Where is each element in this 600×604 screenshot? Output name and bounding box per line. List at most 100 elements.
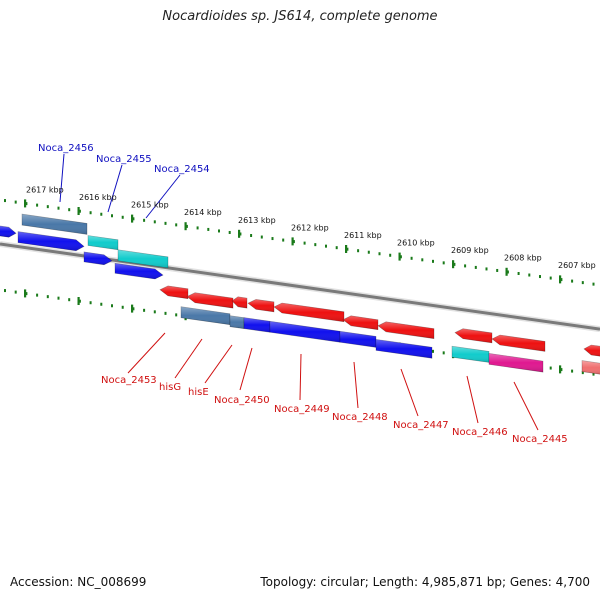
scale-dot [314,243,317,247]
scale-dot [132,307,135,311]
gene-arrow-shade [489,353,543,373]
scale-dot [549,366,552,370]
leader-line-bottom [204,344,233,384]
scale-label: 2610 kbp [397,238,435,247]
map-title: Nocardioides sp. JS614, complete genome [162,9,438,24]
scale-major-tick [345,244,348,253]
gene-arrow-shade [115,263,163,279]
scale-dot [57,296,60,300]
gene-label-bottom: Noca_2448 [332,412,388,423]
scale-dot [292,240,295,244]
gene-red-7 [377,321,435,339]
scale-major-tick [559,365,562,374]
gene-label-top: Noca_2454 [154,164,210,175]
scale-label: 2611 kbp [344,231,382,240]
gene-label-bottom: Noca_2447 [393,420,449,431]
gene-arrow-shade [232,296,247,309]
scale-dot [357,249,360,253]
scale-dot [57,206,60,210]
gene-top-5 [17,231,85,252]
scale-dot [581,281,584,285]
scale-dot [121,305,124,309]
scale-dot [196,226,199,230]
scale-dot [421,258,424,262]
genome-summary-text: Topology: circular; Length: 4,985,871 bp… [260,575,590,589]
scale-major-tick [24,289,27,298]
scale-dot [89,211,92,215]
leader-line-top [59,153,65,203]
gene-arrow-shade [343,315,378,330]
scale-dot [164,221,167,225]
scale-major-tick [184,222,187,231]
scale-label: 2608 kbp [504,254,542,263]
scale-major-tick [505,267,508,276]
gene-label-bottom: Noca_2449 [274,404,330,415]
leader-line-bottom [466,375,479,424]
gene-arrow-shade [248,299,274,312]
scale-dot [325,244,327,248]
gene-low-1 [180,306,231,326]
scale-label: 2612 kbp [291,223,329,232]
gene-red-8 [454,328,493,344]
gene-red-4 [247,299,275,313]
scale-label: 2613 kbp [238,216,276,225]
gene-label-bottom: Noca_2453 [101,375,157,386]
scale-dot [571,279,574,283]
scale-major-tick [131,304,134,313]
gene-red-1 [159,285,189,300]
scale-dot [528,273,531,277]
scale-dot [143,308,146,312]
gene-arrow-shade [270,321,340,343]
scale-dot [485,267,488,271]
scale-dot [207,227,210,231]
scale-major-tick [238,229,241,238]
leader-line-bottom [513,381,539,431]
gene-arrow-shade [88,235,118,250]
accession-text: Accession: NC_008699 [10,575,147,589]
leader-line-top [145,174,181,219]
gene-top-6 [83,251,113,266]
scale-dot [581,371,584,375]
gene-arrow-shade [584,345,600,357]
leader-line-top [107,164,123,213]
leader-line-bottom [239,347,253,391]
scale-dot [36,203,39,207]
leader-line-bottom [174,338,203,379]
scale-dot [399,255,402,259]
scale-dot [153,310,156,314]
gene-label-bottom: Noca_2446 [452,427,508,438]
gene-label-top: Noca_2456 [38,143,94,154]
gene-red-3 [231,296,248,309]
scale-dot [185,224,188,228]
scale-dot [592,372,595,376]
gene-arrow-shade [244,317,270,333]
gene-low-9 [581,360,600,375]
gene-arrow-shade [378,321,434,339]
gene-top-1 [0,225,17,238]
scale-dot [100,302,103,306]
scale-dot [111,304,113,308]
gene-low-2 [229,315,245,329]
scale-dot [25,292,28,296]
scale-dot [367,250,370,254]
scale-dot [89,301,92,305]
scale-dot [14,290,17,294]
scale-dot [571,369,574,373]
gene-arrow-shade [340,331,376,348]
scale-dot [175,223,178,227]
gene-low-7 [451,345,490,363]
gene-red-10 [583,344,600,357]
scale-dot [335,246,338,250]
scale-dot [549,276,552,280]
scale-major-tick [452,260,455,269]
scale-dot [143,218,146,222]
scale-dot [46,295,49,299]
gene-arrow-shade [376,339,432,359]
scale-label: 2609 kbp [451,246,489,255]
gene-arrow-shade [452,346,489,363]
scale-dot [539,275,541,279]
gene-arrow-shade [22,214,87,235]
scale-dot [228,230,231,234]
scale-dot [132,217,135,221]
scale-dot [453,262,456,266]
